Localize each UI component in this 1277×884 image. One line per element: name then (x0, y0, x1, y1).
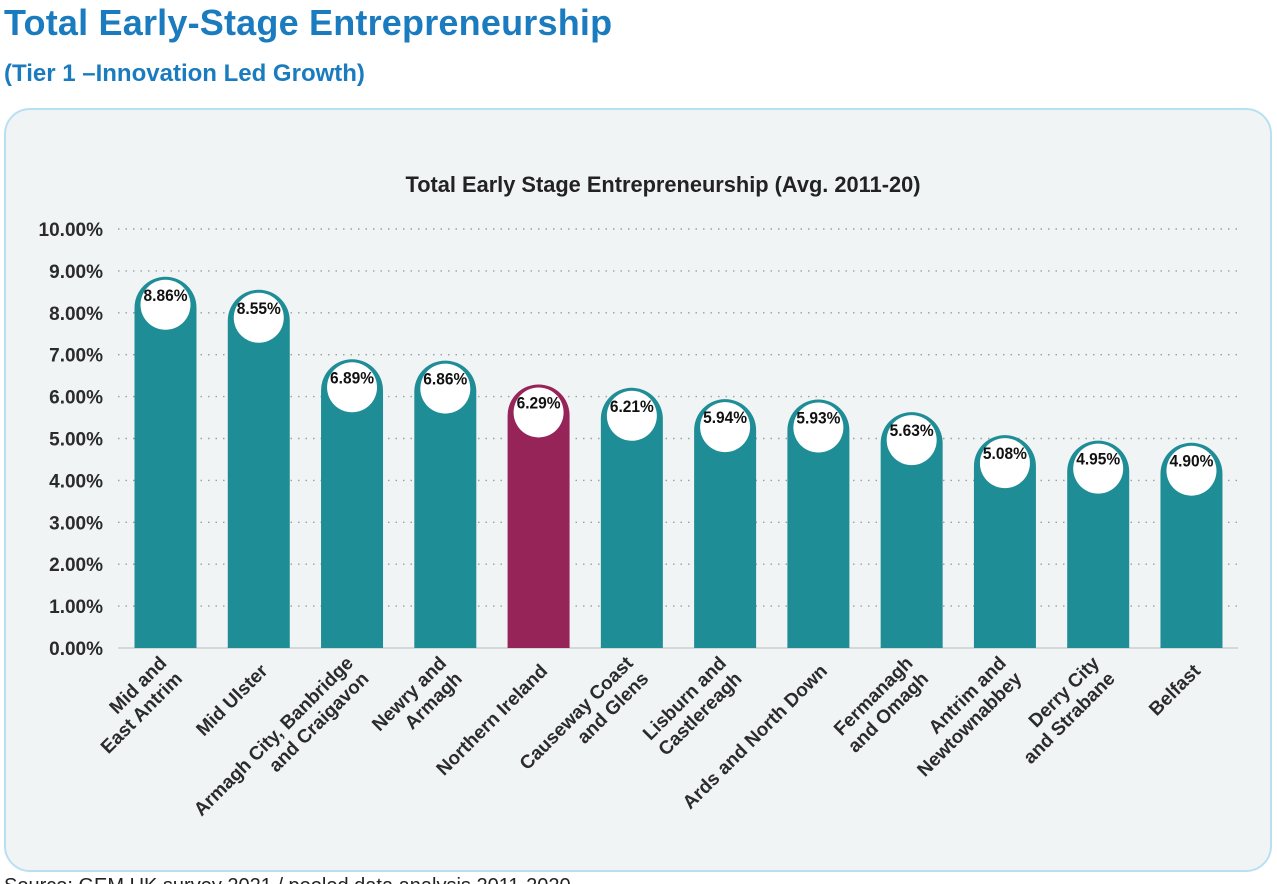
bars: 8.86% 8.55% 6.89% 6.86% 6.29% 6.21% 5.94% 5.93%… (134, 276, 1223, 648)
bar (227, 289, 290, 648)
data-label: 6.89% (330, 368, 374, 387)
value-label-circle (420, 363, 471, 414)
value-label-circle (979, 438, 1030, 489)
x-category-label: Fermanaghand Omagh (829, 653, 933, 757)
page-subtitle: (Tier 1 –Innovation Led Growth) (4, 60, 365, 87)
chart-title: Total Early Stage Entrepreneurship (Avg.… (406, 172, 921, 197)
value-label-circle (513, 387, 564, 438)
y-tick-label: 5.00% (49, 430, 103, 451)
data-label: 4.95% (1076, 450, 1120, 469)
bar (507, 384, 570, 648)
bar (973, 435, 1036, 648)
y-tick-label: 3.00% (49, 513, 103, 534)
x-category-label: Lisburn andCastlereagh (639, 653, 746, 760)
bar (600, 387, 663, 648)
source-note: Source: GEM UK survey 2021 / pooled data… (4, 873, 1272, 884)
y-tick-label: 7.00% (49, 346, 103, 367)
x-category-label: Mid Ulster (193, 660, 273, 740)
data-label: 5.63% (890, 421, 934, 440)
value-label-circle (140, 279, 191, 330)
gridlines (118, 228, 1238, 649)
x-category-label: Belfast (1145, 660, 1205, 720)
x-category-label-line: Belfast (1145, 660, 1205, 720)
y-tick-label: 6.00% (49, 388, 103, 409)
y-axis-tick-labels: 0.00% 1.00% 2.00% 3.00% 4.00% 5.00% 6.00% 7.00%… (39, 220, 104, 660)
value-label-circle (700, 402, 751, 453)
bar (694, 399, 757, 648)
data-label: 8.55% (237, 299, 281, 318)
data-label: 5.08% (983, 444, 1027, 463)
data-label: 6.21% (610, 397, 654, 416)
value-label-circle (793, 402, 844, 453)
y-tick-label: 4.00% (49, 471, 103, 492)
y-tick-label: 0.00% (49, 639, 103, 660)
value-label-circle (1166, 445, 1217, 496)
value-label-circle (1073, 443, 1124, 494)
value-label-circle (233, 292, 284, 343)
bar (134, 276, 197, 648)
x-category-label-line: Mid Ulster (193, 660, 273, 740)
data-label: 6.86% (423, 370, 467, 389)
bar (1160, 442, 1223, 648)
bar (880, 412, 943, 648)
data-label: 5.94% (703, 408, 747, 427)
x-category-label: Armagh City, Banbridgeand Craigavon (190, 653, 373, 836)
y-tick-label: 10.00% (39, 220, 104, 241)
x-category-label: Newry andArmagh (368, 653, 466, 751)
bar (1067, 440, 1130, 648)
bar (414, 360, 477, 648)
y-tick-label: 8.00% (49, 304, 103, 325)
x-category-label-line: Armagh City, Banbridge (190, 653, 358, 821)
y-tick-label: 2.00% (49, 555, 103, 576)
bar (321, 359, 384, 648)
data-label: 4.90% (1169, 452, 1213, 471)
value-label-circle (886, 415, 937, 466)
y-tick-label: 1.00% (49, 597, 103, 618)
page-title: Total Early-Stage Entrepreneurship (4, 2, 613, 43)
value-label-circle (327, 362, 378, 413)
source-note-text: Source: GEM UK survey 2021 / pooled data… (4, 875, 571, 884)
x-category-label: Derry Cityand Strabane (1004, 653, 1120, 769)
bar (787, 399, 850, 648)
data-label: 6.29% (517, 393, 561, 412)
data-label: 5.93% (796, 409, 840, 428)
data-label: 8.86% (144, 286, 188, 305)
value-label-circle (606, 390, 657, 441)
x-category-label: Mid andEast Antrim (81, 653, 186, 758)
y-tick-label: 9.00% (49, 262, 103, 283)
